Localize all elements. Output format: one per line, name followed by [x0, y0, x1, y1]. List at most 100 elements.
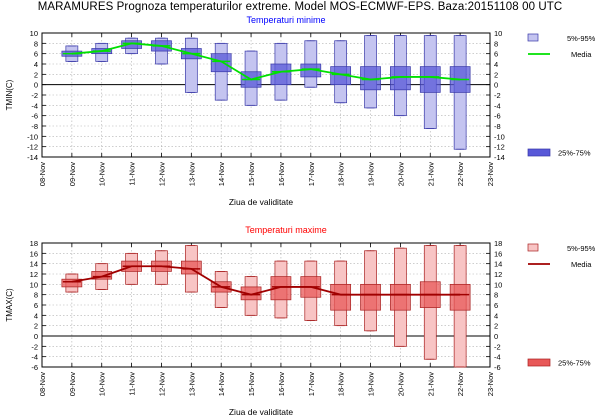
x-tick-label: 15-Nov	[247, 162, 256, 186]
y-tick-label-right: 2	[494, 70, 498, 79]
x-tick-label: 13-Nov	[187, 372, 196, 396]
x-tick-label: 09-Nov	[68, 372, 77, 396]
y-tick-label-right: 6	[494, 301, 498, 310]
y-tick-label-left: 8	[34, 39, 38, 48]
x-tick-label: 16-Nov	[277, 162, 286, 186]
y-tick-label-right: -4	[494, 353, 501, 362]
y-tick-label-left: -2	[31, 91, 38, 100]
y-tick-label-left: -12	[27, 143, 38, 152]
y-tick-label-left: -2	[31, 342, 38, 351]
x-tick-label: 22-Nov	[456, 372, 465, 396]
y-tick-label-left: -4	[31, 353, 38, 362]
y-tick-label-left: -4	[31, 101, 38, 110]
y-tick-label-left: 16	[30, 249, 38, 258]
y-tick-label-right: 0	[494, 81, 498, 90]
page-title: MARAMURES Prognoza temperaturilor extrem…	[37, 1, 563, 13]
x-tick-label: 15-Nov	[247, 372, 256, 396]
y-tick-label-right: 14	[494, 260, 502, 269]
y-tick-label-left: 6	[34, 301, 38, 310]
chart-title: Temperaturi maxime	[245, 225, 327, 235]
y-tick-label-left: 4	[34, 311, 38, 320]
y-tick-label-left: -14	[27, 153, 38, 162]
x-tick-label: 09-Nov	[68, 162, 77, 186]
y-tick-label-left: 10	[30, 280, 38, 289]
x-tick-label: 17-Nov	[307, 162, 316, 186]
box-25-75	[61, 278, 83, 288]
x-tick-label: 19-Nov	[367, 162, 376, 186]
y-tick-label-right: -14	[494, 153, 505, 162]
y-tick-label-right: 12	[494, 270, 502, 279]
x-tick-label: 18-Nov	[337, 372, 346, 396]
x-tick-label: 14-Nov	[217, 372, 226, 396]
x-tick-label: 20-Nov	[396, 372, 405, 396]
x-tick-label: 14-Nov	[217, 162, 226, 186]
x-tick-label: 19-Nov	[367, 372, 376, 396]
y-axis-label: TMIN(C)	[5, 79, 14, 110]
y-tick-label-right: 18	[494, 239, 502, 248]
chart-panel-1: 10 108 86 64 42 20 0-2 -2-4 -4-6 -6-8 -8-10 -10-12-…	[5, 15, 596, 207]
y-tick-label-left: 8	[34, 291, 38, 300]
box-25-75	[330, 283, 352, 311]
y-axis-label: TMAX(C)	[5, 288, 14, 322]
box-25-75	[210, 53, 232, 73]
x-tick-label: 23-Nov	[486, 372, 495, 396]
y-tick-label-left: 4	[34, 60, 38, 69]
legend-label: 25%-75%	[558, 149, 591, 158]
y-tick-label-right: -8	[494, 122, 501, 131]
x-tick-label: 13-Nov	[187, 162, 196, 186]
chart-title: Temperaturi minime	[246, 15, 325, 25]
y-tick-label-right: 8	[494, 291, 498, 300]
legend-swatch-5-95	[527, 243, 539, 252]
legend-label: Media	[571, 50, 592, 59]
y-tick-label-left: 12	[30, 270, 38, 279]
y-tick-label-right: -6	[494, 112, 501, 121]
x-tick-label: 11-Nov	[128, 372, 137, 396]
x-tick-label: 20-Nov	[396, 162, 405, 186]
box-25-75	[240, 286, 262, 301]
y-tick-label-right: 16	[494, 249, 502, 258]
y-tick-label-left: -10	[27, 132, 38, 141]
y-tick-label-left: 14	[30, 260, 38, 269]
y-tick-label-right: -4	[494, 101, 501, 110]
box-25-75	[360, 283, 381, 311]
y-tick-label-left: 10	[30, 29, 38, 38]
x-axis-label: Ziua de validitate	[229, 197, 294, 207]
y-tick-label-left: 18	[30, 239, 38, 248]
x-tick-label: 17-Nov	[307, 372, 316, 396]
box-25-75	[270, 276, 292, 301]
y-tick-label-right: 2	[494, 322, 498, 331]
x-tick-label: 18-Nov	[337, 162, 346, 186]
plot-frame	[41, 32, 491, 158]
box-25-75	[91, 271, 113, 280]
y-tick-label-left: 6	[34, 50, 38, 59]
x-tick-label: 08-Nov	[38, 162, 47, 186]
y-tick-label-left: 2	[34, 322, 38, 331]
x-tick-label: 22-Nov	[456, 162, 465, 186]
legend-label: 5%-95%	[567, 244, 596, 253]
x-tick-label: 10-Nov	[98, 162, 107, 186]
legend-label: 5%-95%	[567, 34, 596, 43]
y-tick-label-right: 10	[494, 280, 502, 289]
y-tick-label-right: 8	[494, 39, 498, 48]
y-tick-label-left: 0	[34, 81, 38, 90]
x-tick-label: 12-Nov	[157, 162, 166, 186]
x-tick-label: 12-Nov	[157, 372, 166, 396]
y-tick-label-left: 2	[34, 70, 38, 79]
legend-swatch-5-95	[527, 33, 539, 42]
y-tick-label-right: -2	[494, 91, 501, 100]
x-tick-label: 21-Nov	[426, 372, 435, 396]
y-tick-label-left: -8	[31, 122, 38, 131]
y-tick-label-left: 0	[34, 332, 38, 341]
y-tick-label-right: -2	[494, 342, 501, 351]
box-25-75	[419, 66, 441, 93]
x-tick-label: 10-Nov	[98, 372, 107, 396]
y-tick-label-right: -10	[494, 132, 505, 141]
plot-frame	[41, 242, 491, 368]
y-tick-label-right: 4	[494, 60, 498, 69]
x-axis-label: Ziua de validitate	[229, 407, 294, 417]
y-tick-label-right: 10	[494, 29, 502, 38]
y-tick-label-right: 0	[494, 332, 498, 341]
legend-label: 25%-75%	[558, 359, 591, 368]
x-tick-label: 11-Nov	[128, 162, 137, 186]
